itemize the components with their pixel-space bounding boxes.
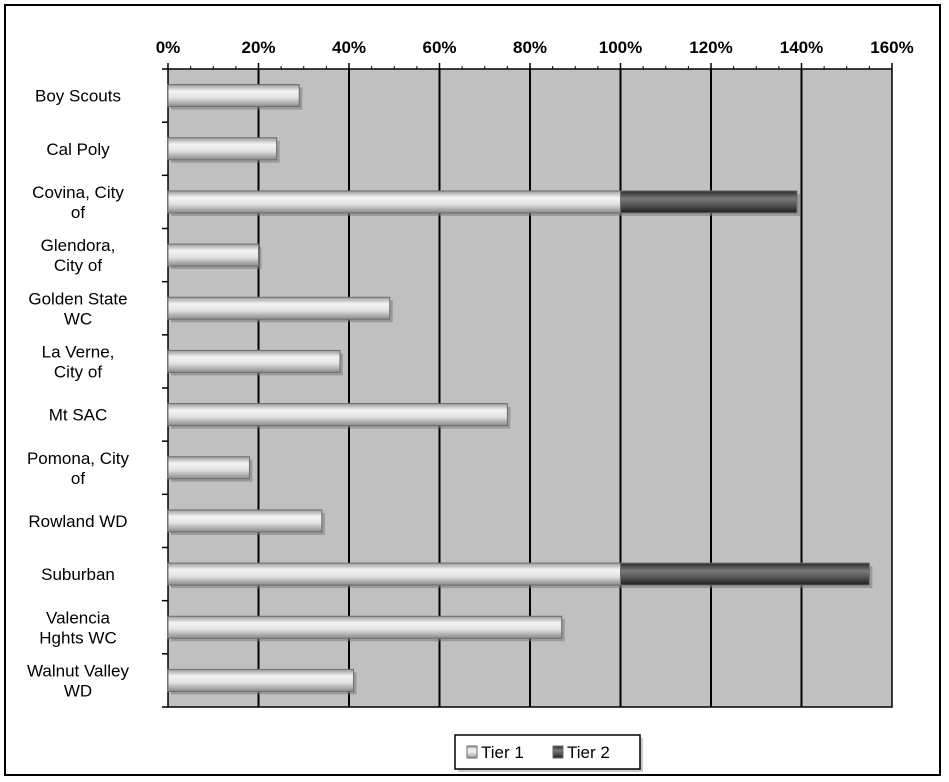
bar-tier-1	[167, 190, 621, 214]
x-tick-label: 80%	[513, 38, 547, 57]
bar-tier-1	[167, 84, 300, 108]
x-tick-label: 100%	[599, 38, 642, 57]
bar-tier-1	[167, 296, 391, 320]
category-label: Rowland WD	[28, 512, 127, 531]
x-tick-label: 160%	[870, 38, 913, 57]
bar-tier-2	[620, 562, 870, 586]
legend-label-tier-2: Tier 2	[567, 743, 610, 762]
bar-tier-1	[167, 137, 278, 161]
legend-swatch-tier-1	[466, 745, 478, 759]
category-label: Golden State WC	[28, 289, 127, 328]
category-label: Valencia Hghts WC	[39, 608, 116, 647]
bar-tier-1	[167, 243, 259, 267]
category-label: Walnut Valley WD	[27, 661, 130, 700]
bar-tier-1	[167, 349, 341, 373]
category-label: Mt SAC	[49, 406, 108, 425]
category-label: Cal Poly	[46, 140, 110, 159]
category-label: Glendora, City of	[41, 236, 116, 275]
bar-tier-1	[167, 509, 323, 533]
bar-tier-1	[167, 562, 621, 586]
x-tick-label: 0%	[156, 38, 181, 57]
legend-label-tier-1: Tier 1	[481, 743, 524, 762]
x-tick-label: 120%	[689, 38, 732, 57]
legend	[454, 734, 641, 770]
bar-tier-1	[167, 615, 563, 639]
category-label: Covina, City of	[32, 183, 124, 222]
bar-tier-1	[167, 456, 250, 480]
x-tick-label: 40%	[332, 38, 366, 57]
bar-tier-1	[167, 668, 355, 692]
x-tick-label: 60%	[422, 38, 456, 57]
x-tick-label: 140%	[780, 38, 823, 57]
category-label: La Verne, City of	[42, 342, 115, 381]
x-tick-label: 20%	[241, 38, 275, 57]
bar-tier-1	[167, 403, 508, 427]
bar-tier-2	[620, 190, 798, 214]
category-label: Boy Scouts	[35, 87, 121, 106]
category-label: Suburban	[41, 565, 115, 584]
category-label: Pomona, City of	[27, 449, 130, 488]
legend-swatch-tier-2	[552, 745, 564, 759]
